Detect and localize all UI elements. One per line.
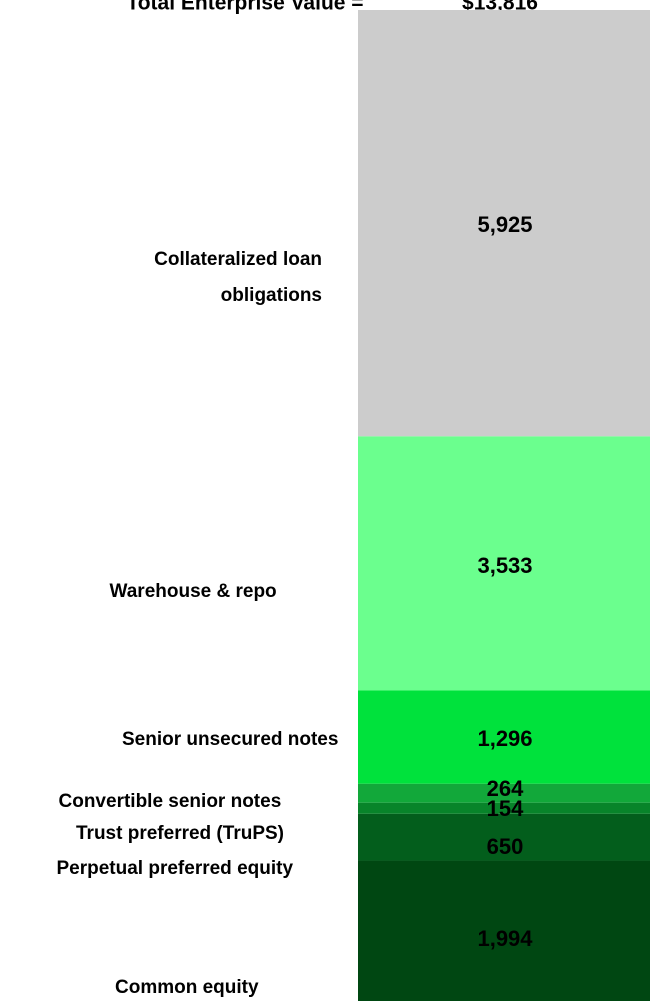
value-label: 1,994 bbox=[477, 926, 533, 951]
category-label: Convertible senior notes bbox=[58, 791, 282, 812]
value-label: 650 bbox=[487, 834, 524, 859]
bar-segment bbox=[358, 10, 650, 437]
value-label: 1,296 bbox=[477, 726, 532, 751]
bar-segment bbox=[358, 690, 650, 784]
value-label: 154 bbox=[487, 796, 524, 821]
category-label: Collateralized loan obligations bbox=[154, 249, 322, 306]
value-label: 3,533 bbox=[477, 553, 532, 578]
bar-segment bbox=[358, 860, 650, 1001]
bar-segment bbox=[358, 783, 650, 803]
category-label: Common equity bbox=[115, 977, 259, 998]
category-label: Trust preferred (TruPS) bbox=[76, 823, 284, 844]
chart-title: Total Enterprise Value = bbox=[126, 0, 363, 15]
bar-segment bbox=[358, 436, 650, 691]
category-label: Warehouse & repo bbox=[109, 581, 277, 602]
value-label: 264 bbox=[487, 776, 524, 801]
category-label: Senior unsecured notes bbox=[122, 729, 339, 750]
bar-segment bbox=[358, 813, 650, 861]
category-label: Perpetual preferred equity bbox=[56, 858, 294, 879]
bar-segment bbox=[358, 802, 650, 814]
value-label: 5,925 bbox=[477, 212, 532, 237]
